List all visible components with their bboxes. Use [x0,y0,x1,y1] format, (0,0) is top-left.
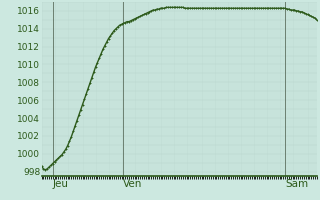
Text: Ven: Ven [124,179,143,189]
Text: Sam: Sam [285,179,308,189]
Text: Jeu: Jeu [53,179,69,189]
